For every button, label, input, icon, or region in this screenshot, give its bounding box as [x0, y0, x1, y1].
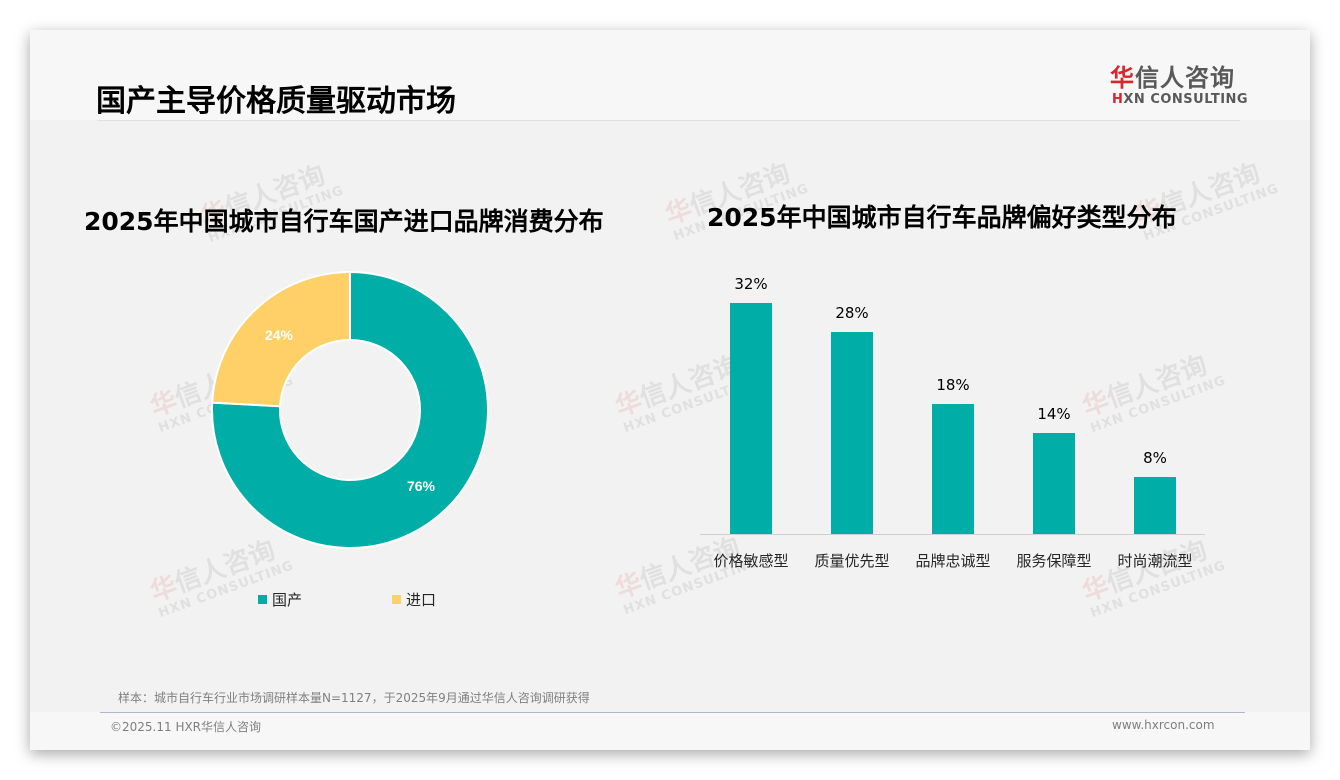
legend-swatch [258, 595, 267, 604]
x-axis-category: 时尚潮流型 [1117, 552, 1193, 570]
donut-label-imported: 24% [265, 327, 294, 343]
header-band [30, 30, 1310, 120]
x-axis-category: 价格敏感型 [713, 552, 789, 570]
bar-service [1033, 433, 1075, 534]
footer-band [30, 712, 1310, 750]
sample-note: 样本：城市自行车行业市场调研样本量N=1127，于2025年9月通过华信人咨询调… [118, 691, 590, 705]
bar-quality-first [831, 332, 873, 534]
x-axis-category: 品牌忠诚型 [915, 552, 991, 570]
bar-value-label: 28% [835, 304, 869, 322]
header-divider [97, 120, 1240, 121]
bar-value-label: 18% [936, 376, 970, 394]
donut-chart: 24% 76% [211, 270, 489, 549]
x-axis-category: 服务保障型 [1016, 552, 1092, 570]
company-logo: 华信人咨询 HXN CONSULTING [1110, 64, 1249, 107]
bar-value-label: 14% [1037, 405, 1071, 423]
website-link[interactable]: www.hxrcon.com [1112, 718, 1215, 732]
page-title: 国产主导价格质量驱动市场 [96, 84, 456, 119]
bar-price-sensitive [730, 303, 772, 534]
donut-label-domestic: 76% [407, 478, 436, 494]
bar-chart: 32% 28% 18% 14% 8% 价格敏感型 质量优先型 品牌忠诚型 服务保… [30, 30, 1310, 750]
donut-chart-title: 2025年中国城市自行车国产进口品牌消费分布 [84, 207, 604, 236]
bar-value-label: 8% [1143, 449, 1167, 467]
donut-slice-imported [211, 270, 351, 408]
footer-divider [100, 712, 1245, 713]
bar-brand-loyal [932, 404, 974, 534]
slide: 华信人咨询 HXN CONSULTING 华信人咨询 HXN CONSULTIN… [30, 30, 1310, 750]
legend-label: 国产 [272, 591, 303, 609]
copyright-text: ©2025.11 HXR华信人咨询 [110, 720, 262, 734]
donut-slice-domestic [211, 270, 489, 549]
bar-fashion [1134, 477, 1176, 534]
legend-item-domestic: 国产 [258, 589, 302, 610]
legend-label: 进口 [406, 591, 437, 609]
x-axis-line [700, 534, 1205, 535]
legend-swatch [392, 595, 401, 604]
bar-chart-title: 2025年中国城市自行车品牌偏好类型分布 [707, 203, 1177, 232]
legend-item-imported: 进口 [392, 589, 436, 610]
bar-value-label: 32% [734, 275, 768, 293]
x-axis-category: 质量优先型 [814, 552, 890, 570]
